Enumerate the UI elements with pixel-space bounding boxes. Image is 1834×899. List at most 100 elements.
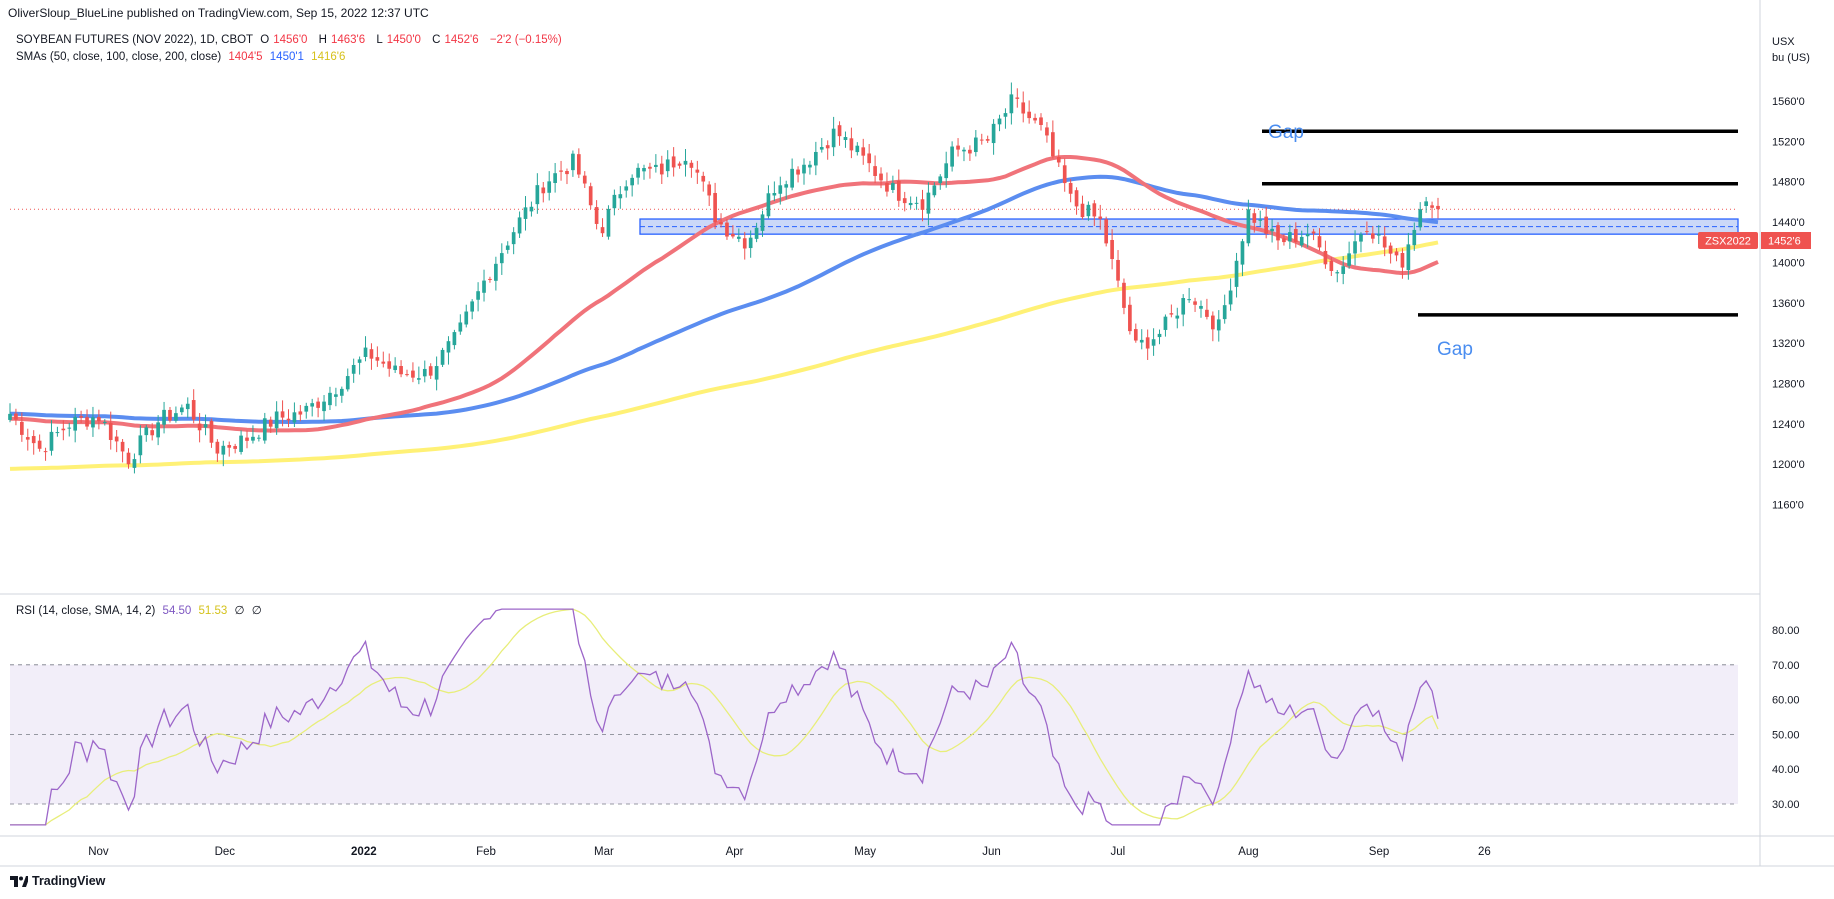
candle[interactable] xyxy=(1051,120,1055,159)
gap-label-bottom[interactable]: Gap xyxy=(1437,339,1473,360)
rsi-sma-line[interactable] xyxy=(10,608,1439,826)
candle[interactable] xyxy=(251,425,255,444)
candle[interactable] xyxy=(1282,234,1286,246)
candle[interactable] xyxy=(719,213,723,228)
candle[interactable] xyxy=(1370,226,1375,244)
candle[interactable] xyxy=(20,412,24,442)
candle[interactable] xyxy=(1039,113,1043,131)
candle[interactable] xyxy=(576,148,581,179)
symbol-tag[interactable]: ZSX2022 xyxy=(1698,232,1758,249)
candle[interactable] xyxy=(1181,294,1186,327)
candle[interactable] xyxy=(1288,224,1292,249)
candle[interactable] xyxy=(1305,223,1310,248)
candle[interactable] xyxy=(464,304,469,328)
candle[interactable] xyxy=(286,409,291,428)
candle[interactable] xyxy=(1323,240,1328,269)
candle[interactable] xyxy=(97,409,101,430)
sma100-line[interactable] xyxy=(9,174,1439,424)
candle[interactable] xyxy=(808,160,812,175)
candle[interactable] xyxy=(683,149,688,177)
candle[interactable] xyxy=(529,201,534,217)
candle[interactable] xyxy=(707,181,712,207)
candle[interactable] xyxy=(553,163,557,193)
candle[interactable] xyxy=(185,397,190,418)
candle[interactable] xyxy=(1335,270,1340,283)
candle[interactable] xyxy=(55,426,60,437)
candle[interactable] xyxy=(458,314,463,335)
candle[interactable] xyxy=(79,410,83,424)
candle[interactable] xyxy=(191,389,196,424)
candle[interactable] xyxy=(452,329,457,350)
candle[interactable] xyxy=(1086,201,1091,221)
candle[interactable] xyxy=(428,363,433,380)
candle[interactable] xyxy=(298,405,303,422)
candle[interactable] xyxy=(1436,197,1440,219)
candle[interactable] xyxy=(902,191,907,212)
candle[interactable] xyxy=(357,356,362,375)
candle[interactable] xyxy=(1418,202,1423,231)
sma200-line[interactable] xyxy=(9,240,1439,471)
candle[interactable] xyxy=(102,419,107,426)
candle[interactable] xyxy=(991,119,996,155)
candle[interactable] xyxy=(482,269,486,302)
candle[interactable] xyxy=(1021,91,1026,123)
time-axis[interactable]: Nov Dec 2022 Feb Mar Apr May Jun Jul Aug Sep 26 xyxy=(88,846,1491,858)
candle[interactable] xyxy=(790,158,794,191)
candle[interactable] xyxy=(891,175,895,193)
candle[interactable] xyxy=(114,430,119,453)
candle[interactable] xyxy=(268,416,273,433)
candle[interactable] xyxy=(879,167,883,189)
candle[interactable] xyxy=(440,347,445,367)
candle[interactable] xyxy=(582,171,587,188)
candle[interactable] xyxy=(1056,149,1061,168)
candle[interactable] xyxy=(1062,158,1067,192)
candle[interactable] xyxy=(73,407,78,443)
candle[interactable] xyxy=(1311,228,1316,241)
candle[interactable] xyxy=(257,434,261,442)
candle[interactable] xyxy=(387,353,392,377)
candle[interactable] xyxy=(1193,297,1197,312)
candle[interactable] xyxy=(1068,179,1073,203)
candle[interactable] xyxy=(511,227,516,255)
candle[interactable] xyxy=(867,144,872,173)
candle[interactable] xyxy=(369,343,374,370)
candle[interactable] xyxy=(215,439,220,462)
candle[interactable] xyxy=(8,403,12,423)
candle[interactable] xyxy=(108,411,113,450)
candle[interactable] xyxy=(908,196,913,209)
candle[interactable] xyxy=(1341,256,1346,285)
candle[interactable] xyxy=(742,231,747,260)
candle[interactable] xyxy=(14,408,18,426)
candle[interactable] xyxy=(956,138,960,157)
candle[interactable] xyxy=(713,182,717,230)
candle[interactable] xyxy=(825,140,830,160)
price-axis[interactable]: 1560'0 1520'0 1480'0 1440'0 1400'0 1360'0 1320… xyxy=(1772,96,1805,512)
candle[interactable] xyxy=(345,368,350,392)
candle[interactable] xyxy=(1406,232,1411,280)
candle[interactable] xyxy=(1098,204,1103,230)
candle[interactable] xyxy=(731,225,735,239)
candle[interactable] xyxy=(1092,200,1097,226)
candle[interactable] xyxy=(280,400,285,427)
candle[interactable] xyxy=(588,182,593,209)
candle[interactable] xyxy=(1353,230,1357,266)
candle[interactable] xyxy=(1080,195,1085,220)
candle[interactable] xyxy=(654,154,658,173)
candle[interactable] xyxy=(405,369,409,377)
candle[interactable] xyxy=(470,299,475,320)
candle[interactable] xyxy=(1033,113,1037,124)
candle[interactable] xyxy=(381,351,386,368)
candle[interactable] xyxy=(1276,222,1280,250)
candle[interactable] xyxy=(814,141,818,176)
candle[interactable] xyxy=(855,142,860,156)
candle[interactable] xyxy=(985,135,990,144)
candle[interactable] xyxy=(126,448,131,469)
candle[interactable] xyxy=(642,164,646,180)
candle[interactable] xyxy=(997,114,1002,132)
candle[interactable] xyxy=(849,127,854,159)
candle[interactable] xyxy=(1205,298,1209,320)
candle[interactable] xyxy=(1347,241,1351,269)
candle[interactable] xyxy=(1187,287,1191,303)
candle[interactable] xyxy=(67,422,72,437)
candle[interactable] xyxy=(209,418,214,448)
